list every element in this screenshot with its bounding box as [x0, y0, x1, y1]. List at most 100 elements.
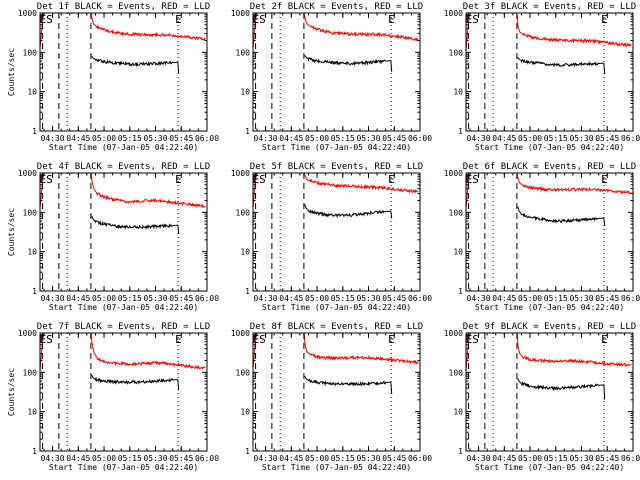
- y-tick-label: 1: [245, 447, 250, 456]
- y-tick-label: 1000: [444, 9, 463, 18]
- series-events-line: [517, 206, 606, 227]
- marker-label: E: [388, 13, 395, 26]
- marker-label: E: [601, 13, 608, 26]
- plot-frame: [39, 332, 208, 452]
- series-events-line: [91, 374, 180, 391]
- x-tick-label: 05:00: [518, 294, 542, 303]
- x-tick-label: 06:00: [621, 294, 640, 303]
- series-lld-line: [516, 172, 632, 195]
- x-tick-label: 04:30: [41, 454, 65, 463]
- x-axis-label: Start Time (07-Jan-05 04:22:40): [475, 143, 624, 152]
- x-tick-label: 04:45: [66, 134, 90, 143]
- y-tick-label: 10: [240, 408, 250, 417]
- marker-label: ES: [253, 173, 266, 186]
- y-tick-label: 1: [32, 127, 37, 136]
- y-tick-label: 10: [27, 88, 37, 97]
- x-tick-label: 04:30: [467, 454, 491, 463]
- x-tick-label: 05:00: [518, 134, 542, 143]
- series-events-line: [517, 56, 606, 75]
- marker-label: E: [388, 333, 395, 346]
- x-tick-label: 05:15: [544, 454, 568, 463]
- plot-frame: [252, 332, 421, 452]
- marker-label: ES: [466, 13, 479, 26]
- chart-title: Det 6f BLACK = Events, RED = LLD: [463, 162, 636, 172]
- x-tick-label: 05:00: [305, 294, 329, 303]
- y-tick-label: 1: [458, 127, 463, 136]
- x-tick-label: 05:00: [92, 134, 116, 143]
- x-tick-label: 05:00: [518, 454, 542, 463]
- x-tick-label: 05:00: [305, 134, 329, 143]
- x-tick-label: 06:00: [195, 294, 219, 303]
- chart-title: Det 9f BLACK = Events, RED = LLD: [463, 322, 636, 332]
- x-tick-label: 05:45: [169, 454, 193, 463]
- x-tick-label: 05:00: [92, 454, 116, 463]
- x-tick-label: 05:30: [569, 134, 593, 143]
- x-tick-label: 04:30: [467, 134, 491, 143]
- y-tick-label: 1000: [231, 9, 250, 18]
- x-axis-label: Start Time (07-Jan-05 04:22:40): [475, 303, 624, 312]
- x-tick-label: 05:45: [595, 454, 619, 463]
- x-tick-label: 04:30: [41, 294, 65, 303]
- x-tick-label: 04:45: [492, 134, 516, 143]
- x-tick-label: 05:45: [169, 134, 193, 143]
- y-tick-label: 100: [449, 208, 464, 217]
- chart-title: Det 8f BLACK = Events, RED = LLD: [250, 322, 423, 332]
- x-tick-label: 04:30: [254, 454, 278, 463]
- x-tick-label: 04:45: [66, 294, 90, 303]
- x-axis-label: Start Time (07-Jan-05 04:22:40): [262, 463, 411, 472]
- x-tick-label: 06:00: [408, 454, 432, 463]
- marker-label: ES: [40, 13, 53, 26]
- plot-frame: [252, 172, 421, 292]
- chart-title: Det 5f BLACK = Events, RED = LLD: [250, 162, 423, 172]
- y-tick-label: 1: [458, 287, 463, 296]
- x-tick-label: 05:45: [382, 134, 406, 143]
- x-tick-label: 06:00: [408, 134, 432, 143]
- x-axis-label: Start Time (07-Jan-05 04:22:40): [262, 143, 411, 152]
- x-tick-label: 04:30: [41, 134, 65, 143]
- series-lld-line: [516, 332, 632, 368]
- x-tick-label: 05:45: [382, 454, 406, 463]
- series-lld-line: [90, 12, 206, 41]
- chart-title: Det 7f BLACK = Events, RED = LLD: [37, 322, 210, 332]
- y-tick-label: 1000: [18, 329, 37, 338]
- x-axis-label: Start Time (07-Jan-05 04:22:40): [475, 463, 624, 472]
- series-lld-line: [303, 12, 419, 42]
- chart-title: Det 4f BLACK = Events, RED = LLD: [37, 162, 210, 172]
- x-tick-label: 05:15: [331, 294, 355, 303]
- y-tick-label: 1000: [231, 329, 250, 338]
- y-tick-label: 100: [23, 48, 38, 57]
- x-axis-label: Start Time (07-Jan-05 04:22:40): [49, 463, 198, 472]
- x-tick-label: 05:30: [569, 294, 593, 303]
- y-tick-label: 100: [236, 368, 251, 377]
- plot-frame: [465, 332, 634, 452]
- x-axis-label: Start Time (07-Jan-05 04:22:40): [49, 143, 198, 152]
- series-events-line: [91, 215, 180, 235]
- y-tick-label: 10: [240, 88, 250, 97]
- marker-label: ES: [466, 173, 479, 186]
- x-tick-label: 05:15: [118, 294, 142, 303]
- series-events-line: [304, 54, 393, 72]
- x-tick-label: 04:30: [467, 294, 491, 303]
- plot-frame: [252, 12, 421, 132]
- x-tick-label: 05:30: [356, 134, 380, 143]
- series-lld-line: [303, 172, 419, 194]
- chart-title: Det 1f BLACK = Events, RED = LLD: [37, 2, 210, 12]
- y-tick-label: 1000: [18, 169, 37, 178]
- plot-frame: [39, 12, 208, 132]
- x-tick-label: 05:30: [569, 454, 593, 463]
- plot-frame: [465, 172, 634, 292]
- marker-label: ES: [253, 13, 266, 26]
- y-tick-label: 100: [236, 208, 251, 217]
- x-tick-label: 05:30: [356, 454, 380, 463]
- x-tick-label: 06:00: [621, 134, 640, 143]
- marker-label: E: [175, 173, 182, 186]
- y-tick-label: 100: [23, 368, 38, 377]
- y-tick-label: 10: [453, 408, 463, 417]
- x-tick-label: 05:30: [356, 294, 380, 303]
- x-tick-label: 05:00: [305, 454, 329, 463]
- chart-title: Det 2f BLACK = Events, RED = LLD: [250, 2, 423, 12]
- marker-label: ES: [40, 173, 53, 186]
